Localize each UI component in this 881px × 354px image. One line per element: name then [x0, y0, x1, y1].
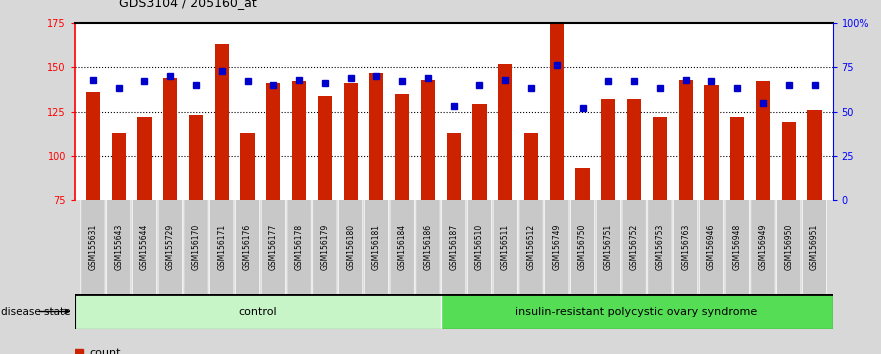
Bar	[137, 117, 152, 200]
Text: GSM156951: GSM156951	[810, 224, 819, 270]
Bar	[627, 99, 641, 200]
Bar	[730, 117, 744, 200]
Bar	[163, 78, 177, 200]
Text: GSM156176: GSM156176	[243, 224, 252, 270]
FancyBboxPatch shape	[648, 198, 672, 296]
Text: GSM156181: GSM156181	[372, 224, 381, 270]
FancyBboxPatch shape	[184, 198, 208, 296]
Text: GSM155643: GSM155643	[115, 224, 123, 270]
Text: GSM156753: GSM156753	[655, 224, 664, 270]
Text: GSM156512: GSM156512	[527, 224, 536, 270]
Text: GSM156948: GSM156948	[733, 224, 742, 270]
Bar	[189, 115, 204, 200]
FancyBboxPatch shape	[81, 198, 105, 296]
Text: GSM156750: GSM156750	[578, 224, 587, 270]
Bar	[75, 294, 440, 329]
Text: GSM156752: GSM156752	[630, 224, 639, 270]
FancyBboxPatch shape	[441, 198, 466, 296]
FancyBboxPatch shape	[235, 198, 260, 296]
Bar	[369, 73, 383, 200]
Text: GSM156170: GSM156170	[191, 224, 201, 270]
Bar	[85, 92, 100, 200]
FancyBboxPatch shape	[132, 198, 157, 296]
Text: GSM156180: GSM156180	[346, 224, 355, 270]
Bar	[704, 85, 719, 200]
Bar	[395, 94, 410, 200]
Bar	[653, 117, 667, 200]
Bar	[215, 44, 229, 200]
Bar	[807, 110, 822, 200]
Bar	[241, 133, 255, 200]
Text: control: control	[239, 307, 278, 316]
FancyBboxPatch shape	[364, 198, 389, 296]
Bar	[318, 96, 332, 200]
FancyBboxPatch shape	[287, 198, 311, 296]
Text: GSM156950: GSM156950	[784, 224, 793, 270]
Text: GSM156946: GSM156946	[707, 224, 716, 270]
FancyBboxPatch shape	[777, 198, 801, 296]
FancyBboxPatch shape	[261, 198, 285, 296]
Bar	[575, 168, 589, 200]
Bar	[292, 81, 307, 200]
Text: disease state: disease state	[2, 307, 71, 316]
Bar	[524, 133, 538, 200]
Text: GDS3104 / 205160_at: GDS3104 / 205160_at	[119, 0, 256, 9]
Text: GSM156763: GSM156763	[681, 224, 690, 270]
Bar	[601, 99, 616, 200]
FancyBboxPatch shape	[416, 198, 440, 296]
Bar	[344, 83, 358, 200]
FancyBboxPatch shape	[751, 198, 775, 296]
FancyBboxPatch shape	[700, 198, 723, 296]
FancyBboxPatch shape	[596, 198, 620, 296]
Text: GSM156171: GSM156171	[218, 224, 226, 270]
Bar	[472, 104, 486, 200]
Bar	[440, 294, 833, 329]
Text: GSM156178: GSM156178	[294, 224, 304, 270]
Bar	[781, 122, 796, 200]
Bar	[421, 80, 435, 200]
FancyBboxPatch shape	[571, 198, 595, 296]
FancyBboxPatch shape	[493, 198, 517, 296]
Text: GSM156949: GSM156949	[759, 224, 767, 270]
Bar	[678, 80, 692, 200]
Bar	[112, 133, 126, 200]
Text: GSM155644: GSM155644	[140, 224, 149, 270]
FancyBboxPatch shape	[674, 198, 698, 296]
Text: GSM156184: GSM156184	[397, 224, 407, 270]
FancyBboxPatch shape	[519, 198, 544, 296]
Text: GSM156749: GSM156749	[552, 224, 561, 270]
FancyBboxPatch shape	[803, 198, 826, 296]
Text: GSM155729: GSM155729	[166, 224, 174, 270]
Text: GSM156179: GSM156179	[321, 224, 329, 270]
Text: insulin-resistant polycystic ovary syndrome: insulin-resistant polycystic ovary syndr…	[515, 307, 758, 316]
Text: GSM156186: GSM156186	[424, 224, 433, 270]
Bar	[447, 133, 461, 200]
FancyBboxPatch shape	[725, 198, 750, 296]
Text: GSM156177: GSM156177	[269, 224, 278, 270]
Text: GSM156187: GSM156187	[449, 224, 458, 270]
Bar	[550, 23, 564, 200]
FancyBboxPatch shape	[210, 198, 233, 296]
FancyBboxPatch shape	[468, 198, 492, 296]
Text: GSM156510: GSM156510	[475, 224, 484, 270]
FancyBboxPatch shape	[390, 198, 414, 296]
Text: count: count	[90, 348, 121, 354]
FancyBboxPatch shape	[622, 198, 647, 296]
Text: GSM156511: GSM156511	[500, 224, 510, 270]
Text: GSM156751: GSM156751	[603, 224, 613, 270]
Bar	[498, 64, 513, 200]
FancyBboxPatch shape	[158, 198, 182, 296]
Bar	[756, 81, 770, 200]
FancyBboxPatch shape	[107, 198, 130, 296]
FancyBboxPatch shape	[313, 198, 337, 296]
Text: GSM155631: GSM155631	[88, 224, 98, 270]
Bar	[266, 83, 280, 200]
FancyBboxPatch shape	[338, 198, 363, 296]
FancyBboxPatch shape	[544, 198, 569, 296]
